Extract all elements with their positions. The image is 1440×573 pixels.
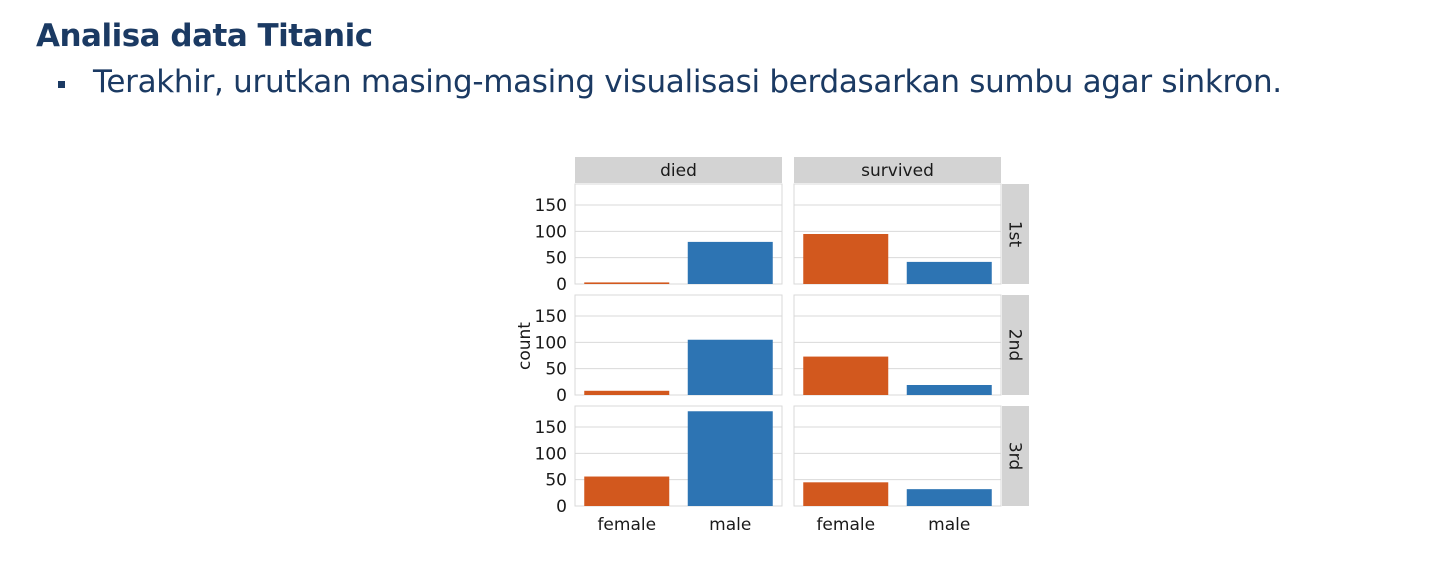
bar-died-3rd-male <box>687 411 773 506</box>
y-tick-label: 100 <box>535 333 567 353</box>
y-tick-label: 50 <box>545 360 567 380</box>
y-tick-label: 0 <box>556 497 567 517</box>
x-tick-label: male <box>928 515 970 535</box>
bullet-square-icon <box>58 80 65 88</box>
bar-survived-2nd-male <box>906 385 992 395</box>
y-tick-label: 150 <box>535 307 567 327</box>
bar-died-2nd-female <box>584 390 670 395</box>
y-axis-label: count <box>515 322 535 370</box>
y-tick-label: 100 <box>535 222 567 242</box>
bullet-item: Terakhir, urutkan masing-masing visualis… <box>58 64 1282 100</box>
y-tick-label: 50 <box>545 249 567 269</box>
row-strip-1st <box>1002 184 1029 284</box>
bar-died-1st-male <box>687 241 773 284</box>
col-strip-died <box>575 157 782 183</box>
bar-died-1st-female <box>584 282 670 284</box>
x-tick-label: female <box>597 515 656 535</box>
col-strip-label: died <box>660 161 697 181</box>
col-strip-label: survived <box>861 161 934 181</box>
bar-died-3rd-female <box>584 476 670 506</box>
bar-survived-2nd-female <box>803 356 889 395</box>
row-strip-3rd <box>1002 406 1029 506</box>
y-tick-label: 0 <box>556 275 567 295</box>
bar-survived-3rd-male <box>906 489 992 506</box>
y-tick-label: 100 <box>535 444 567 464</box>
x-tick-label: female <box>816 515 875 535</box>
y-tick-label: 150 <box>535 196 567 216</box>
bar-survived-1st-female <box>803 234 889 284</box>
row-strip-label: 1st <box>1005 221 1025 248</box>
slide-title: Analisa data Titanic <box>36 18 373 54</box>
bar-survived-3rd-female <box>803 482 889 506</box>
bar-died-2nd-male <box>687 339 773 395</box>
row-strip-label: 2nd <box>1005 329 1025 361</box>
y-tick-label: 50 <box>545 471 567 491</box>
bullet-text: Terakhir, urutkan masing-masing visualis… <box>93 64 1282 100</box>
row-strip-label: 3rd <box>1005 442 1025 470</box>
col-strip-survived <box>794 157 1001 183</box>
y-tick-label: 150 <box>535 418 567 438</box>
y-tick-label: 0 <box>556 386 567 406</box>
row-strip-2nd <box>1002 295 1029 395</box>
x-tick-label: male <box>709 515 751 535</box>
bar-survived-1st-male <box>906 261 992 284</box>
